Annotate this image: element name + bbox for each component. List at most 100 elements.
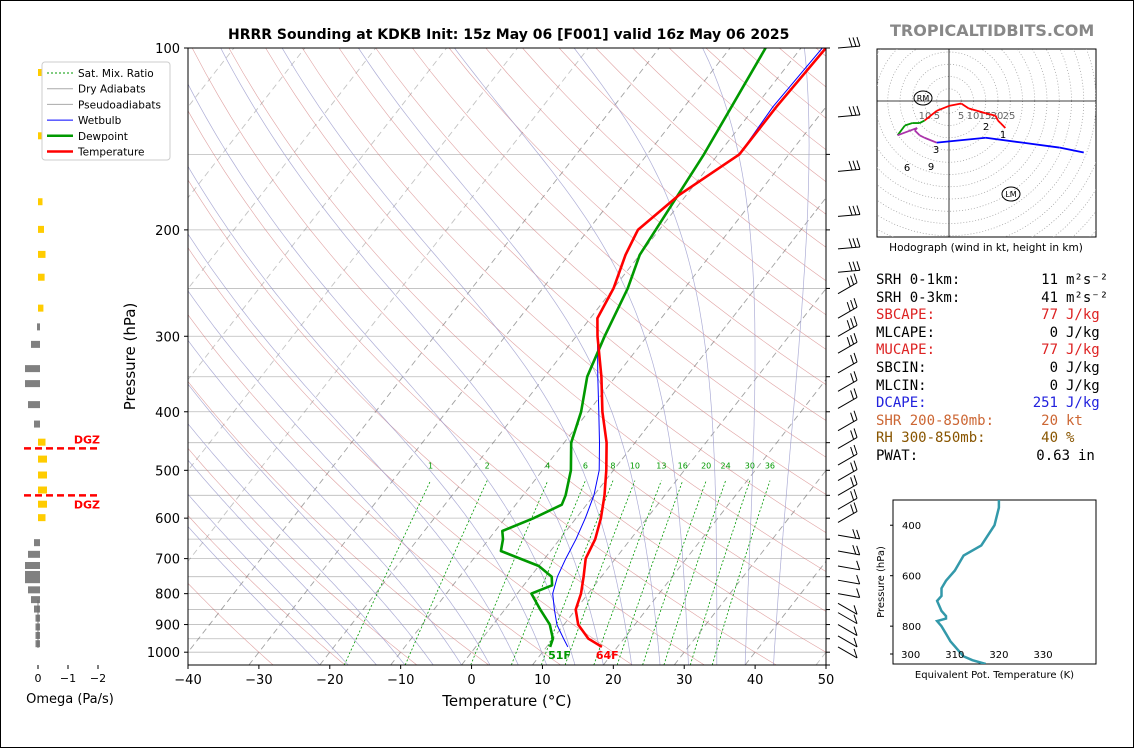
stat-unit: J/kg (1066, 395, 1100, 412)
hodograph-segment (904, 122, 913, 127)
stat-label: SRH 0-1km: (876, 272, 961, 288)
mixing-ratio-line (470, 480, 549, 665)
mixing-ratio-line (616, 480, 684, 665)
stat-unit: J/kg (1066, 342, 1100, 359)
omega-bar (38, 438, 46, 446)
wind-barb (837, 160, 861, 172)
moist-adiabat (358, 48, 661, 665)
surface-dew-label: 51F (548, 649, 571, 662)
hodograph-segment (923, 110, 938, 122)
stat-value: 77 (1041, 342, 1058, 359)
moist-adiabat (573, 48, 718, 665)
omega-bar (25, 365, 40, 373)
wind-barb (837, 529, 861, 540)
wind-barb (837, 205, 861, 217)
x-axis-label: Temperature (°C) (441, 692, 571, 710)
hodograph-segment (936, 136, 986, 144)
legend-label: Pseudoadiabats (78, 99, 161, 111)
omega-bar (25, 380, 40, 388)
hodograph-segment (985, 112, 996, 117)
mixing-ratio-line (642, 480, 707, 665)
omega-bar (25, 570, 40, 578)
y-tick-label: 500 (155, 464, 180, 479)
omega-bar (28, 401, 40, 409)
theta-e-y-tick-label: 400 (902, 521, 921, 532)
storm-motion-marker (913, 90, 933, 106)
omega-bar (34, 605, 40, 613)
hodograph-ring-label: 15 (979, 111, 992, 122)
mixing-ratio-label: 36 (765, 462, 775, 471)
x-tick-label: 40 (747, 673, 764, 688)
omega-bar (38, 304, 44, 312)
stat-value: 0 (1049, 377, 1058, 394)
hodograph-ring-label: 10 (967, 111, 980, 122)
hodograph-ring-label: 5 (934, 111, 940, 122)
legend-label: Dewpoint (78, 131, 128, 143)
x-tick-label: −40 (174, 673, 201, 688)
stat-value: 0.63 (1036, 447, 1070, 464)
theta-e-x-tick-label: 300 (901, 650, 920, 661)
y-tick-label: 800 (155, 588, 180, 603)
hodograph-height-label: 3 (933, 145, 939, 156)
theta-e-y-tick-label: 800 (902, 622, 921, 633)
theta-e-x-tick-label: 310 (945, 650, 964, 661)
surface-temp-label: 64F (596, 649, 619, 662)
chart-title: HRRR Sounding at KDKB Init: 15z May 06 [… (228, 27, 790, 43)
mixing-ratio-line (711, 480, 771, 665)
temperature-line (574, 48, 826, 649)
wind-barb (837, 105, 861, 118)
y-tick-label: 1000 (147, 646, 180, 661)
stat-value: 20 (1041, 412, 1058, 429)
omega-bar (38, 250, 46, 258)
stat-label: SBCAPE: (876, 307, 936, 324)
x-tick-label: 0 (467, 673, 475, 688)
stat-row: SHR 200-850mb: 20 kt (876, 413, 1108, 431)
stat-value: 251 (1032, 395, 1058, 412)
dry-adiabat (188, 582, 274, 665)
stat-label: SHR 200-850mb: (876, 412, 995, 429)
wind-barb (837, 635, 858, 648)
stat-unit: J/kg (1066, 377, 1100, 394)
moist-adiabat (220, 48, 604, 665)
stat-row: MLCAPE: 0 J/kg (876, 325, 1108, 343)
x-tick-label: −20 (316, 673, 343, 688)
wind-barb (837, 444, 858, 466)
mixing-ratio-label: 13 (656, 462, 666, 471)
isotherm-line (188, 48, 660, 653)
moist-adiabat (188, 339, 462, 665)
dry-adiabat (188, 179, 705, 665)
y-tick-label: 700 (155, 553, 180, 568)
moist-adiabat (702, 48, 756, 665)
stat-row: DCAPE: 251 J/kg (876, 395, 1108, 413)
stat-label: SBCIN: (876, 359, 927, 376)
mixing-ratio-line (404, 480, 488, 665)
mixing-ratio-label: 24 (721, 462, 731, 471)
omega-bar (38, 471, 47, 479)
omega-bar (38, 486, 47, 494)
hodograph-ring-label: 10 (919, 111, 932, 122)
wind-barb (837, 489, 858, 510)
wind-barb (837, 36, 861, 49)
hodograph-height-label: 6 (904, 163, 910, 174)
isotherm-line (673, 469, 826, 665)
dry-adiabat (485, 48, 826, 350)
moist-adiabat (773, 48, 810, 665)
wind-barb (837, 261, 861, 273)
dry-adiabat (338, 48, 826, 495)
legend-label: Wetbulb (78, 115, 122, 127)
wind-barb (837, 460, 858, 482)
dry-adiabat (188, 110, 777, 665)
isotherm-line (602, 378, 826, 665)
omega-bar (38, 225, 44, 233)
stat-value: 40 (1041, 430, 1058, 447)
moist-adiabat (188, 165, 547, 665)
stat-unit: m²s⁻² (1066, 272, 1109, 288)
hodograph-ring-label: 5 (958, 111, 964, 122)
hodograph-height-label: 1 (1000, 130, 1006, 141)
wind-barb (837, 588, 861, 598)
wetbulb-line (552, 48, 823, 648)
storm-motion-marker (1001, 186, 1021, 202)
stat-label: PWAT: (876, 447, 919, 464)
